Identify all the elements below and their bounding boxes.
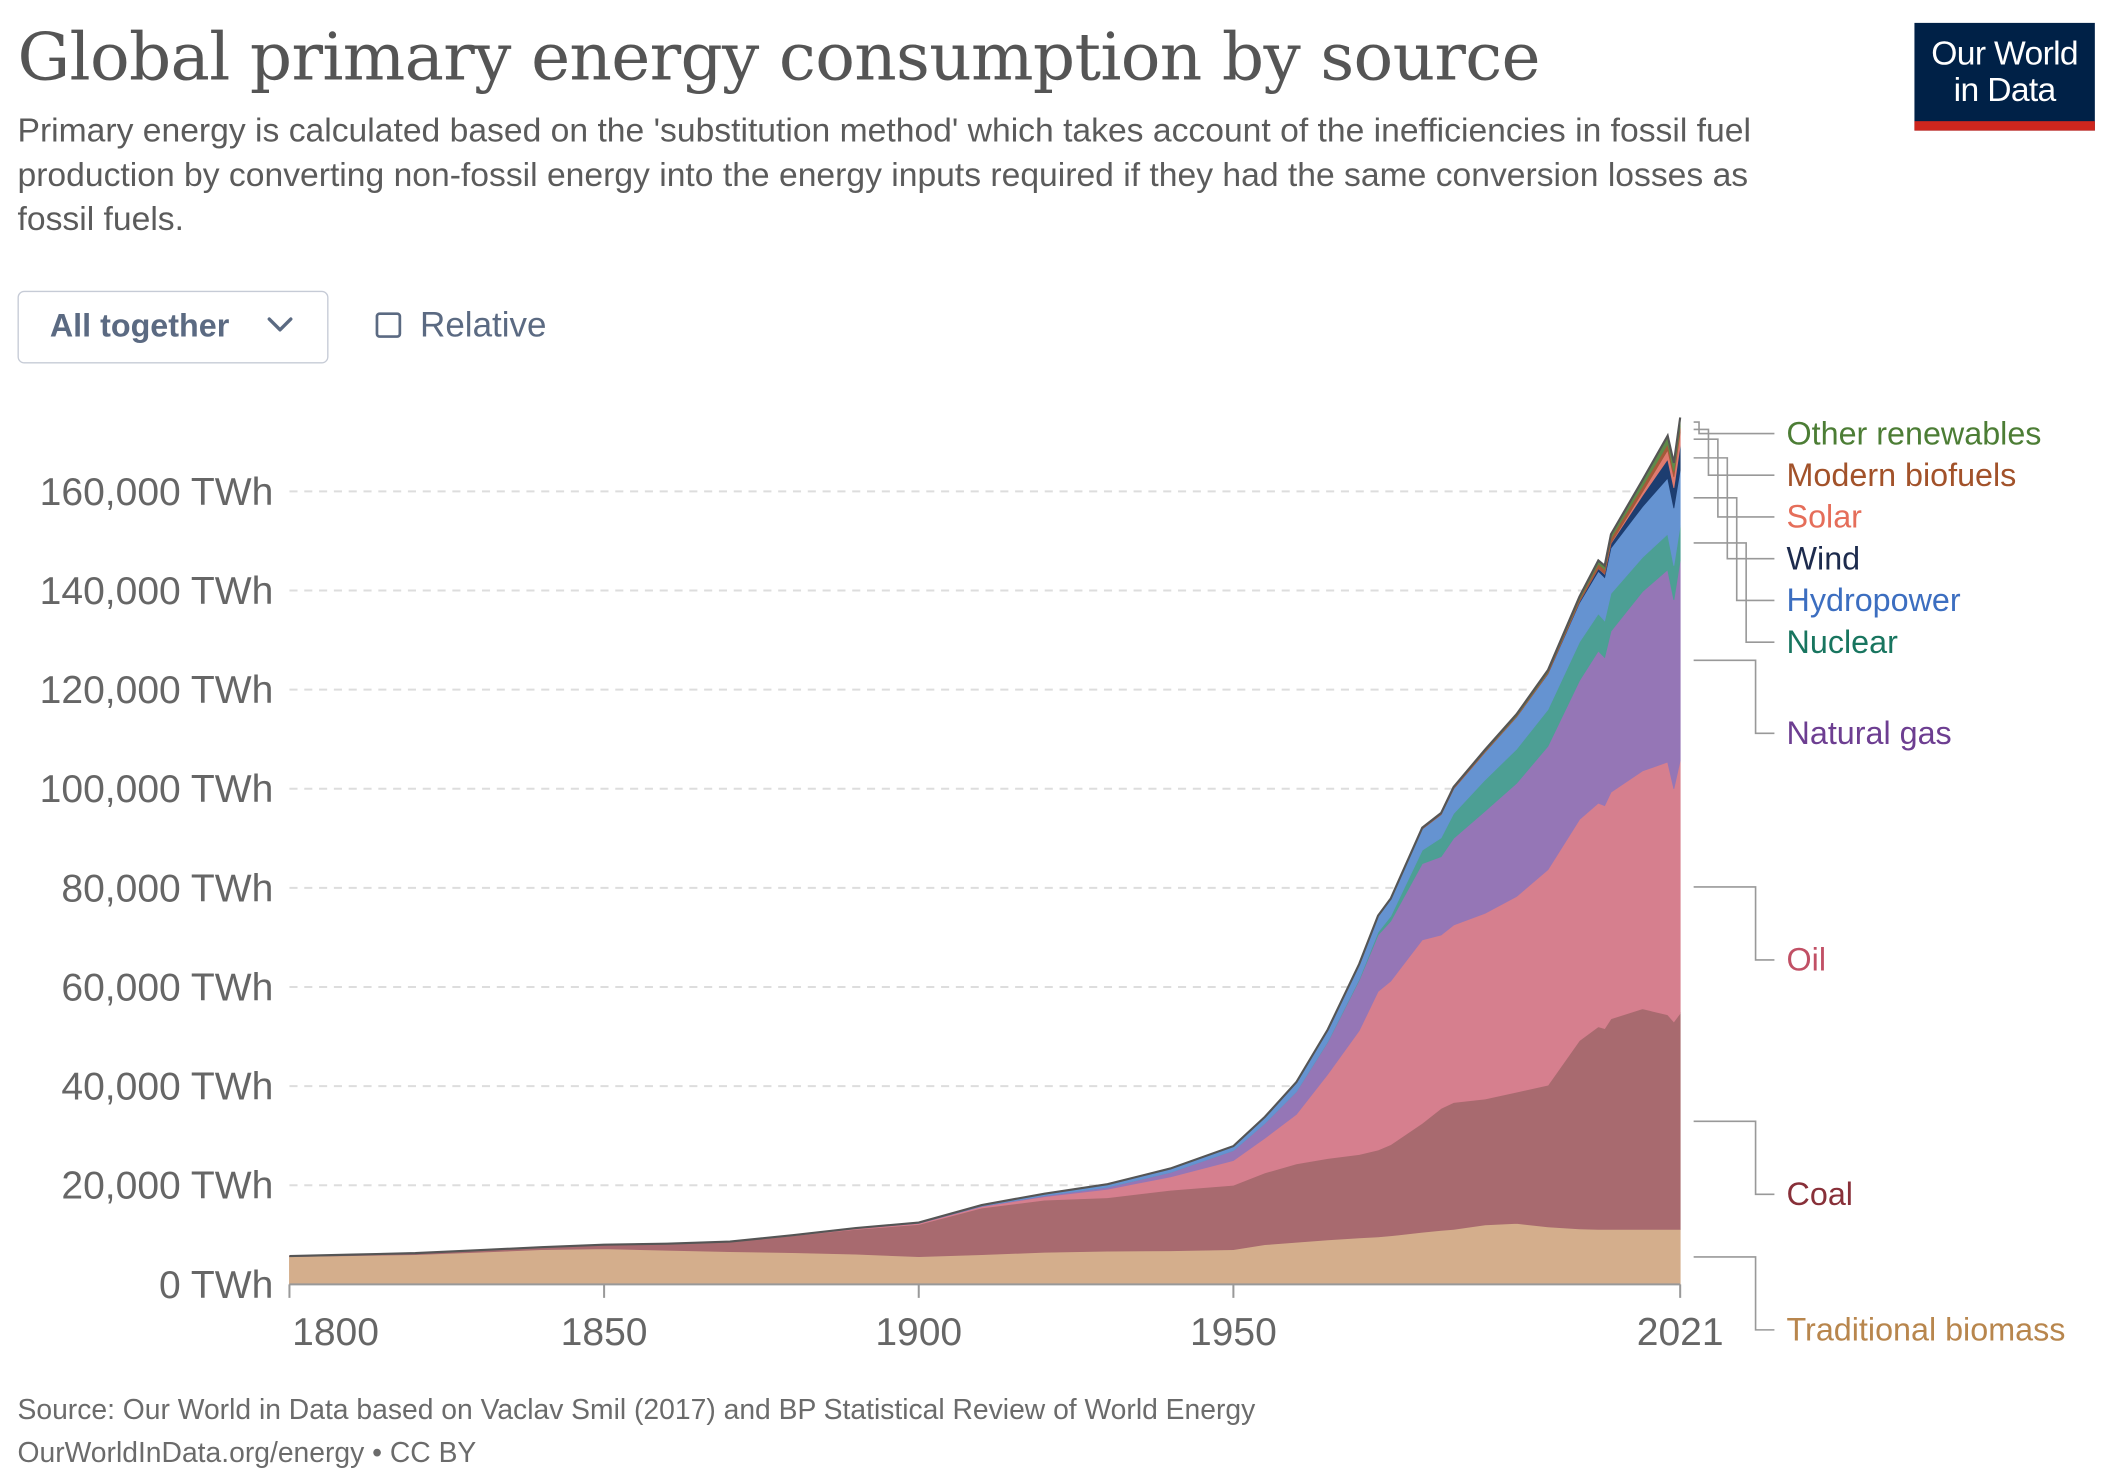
legend-label-other-renewables[interactable]: Other renewables [1787,415,2042,451]
x-tick-label: 1850 [561,1311,648,1354]
x-tick-label: 1800 [292,1311,379,1354]
y-tick-label: 80,000 TWh [61,867,273,910]
y-tick-label: 20,000 TWh [61,1165,273,1208]
legend-label-hydropower[interactable]: Hydropower [1787,582,1961,618]
x-tick-label: 1950 [1190,1311,1277,1354]
legend-connector [1693,886,1775,961]
page-subtitle: Primary energy is calculated based on th… [17,111,1751,239]
legend-connector [1693,542,1775,643]
legend-label-oil[interactable]: Oil [1787,942,1826,978]
y-tick-label: 120,000 TWh [40,669,274,712]
chevron-down-icon [267,317,293,332]
legend-connector [1693,1120,1775,1196]
logo-line-2: in Data [1953,71,2057,110]
legend-connector [1693,438,1775,518]
y-tick-label: 0 TWh [159,1264,273,1307]
legend-label-traditional-biomass[interactable]: Traditional biomass [1787,1312,2066,1348]
legend-connector [1693,428,1775,477]
x-tick-label: 2021 [1637,1311,1724,1354]
source-note: Source: Our World in Data based on Vacla… [17,1394,1256,1426]
legend-connector [1693,457,1775,560]
legend-label-solar[interactable]: Solar [1787,499,1863,535]
legend-connector [1693,659,1775,735]
page-title: Global primary energy consumption by sou… [17,18,1541,96]
legend-connector [1693,1256,1775,1331]
y-tick-label: 40,000 TWh [61,1066,273,1109]
legend-label-nuclear[interactable]: Nuclear [1787,624,1899,660]
x-axis: 1800 1850 1900 1950 2021 [288,1283,1724,1354]
legend-connector [1693,497,1775,602]
stacking-mode-dropdown[interactable]: All together [17,290,329,364]
total-outline [289,417,1682,1258]
y-tick-label: 140,000 TWh [40,570,274,613]
legend-label-natural-gas[interactable]: Natural gas [1787,715,1952,751]
legend: Other renewables Modern biofuels Solar Wind… [1693,415,2066,1348]
legend-label-modern-biofuels[interactable]: Modern biofuels [1787,457,2017,493]
x-tick-label: 1900 [875,1311,962,1354]
dropdown-label: All together [49,308,230,345]
y-tick-label: 100,000 TWh [40,768,274,811]
stacked-area-chart: 0 TWh 20,000 TWh 40,000 TWh 60,000 TWh 80,00… [40,415,2066,1354]
y-tick-label: 60,000 TWh [61,966,273,1009]
logo-line-1: Our World [1931,35,2078,73]
legend-label-coal[interactable]: Coal [1787,1176,1853,1212]
y-axis: 0 TWh 20,000 TWh 40,000 TWh 60,000 TWh 80,00… [40,471,274,1307]
relative-label: Relative [420,304,547,345]
y-tick-label: 160,000 TWh [40,471,274,514]
legend-label-wind[interactable]: Wind [1787,540,1861,576]
series-areas [289,417,1682,1285]
relative-checkbox[interactable] [375,312,402,338]
legend-connector [1693,421,1775,435]
license-link[interactable]: OurWorldInData.org/energy • CC BY [17,1437,477,1469]
relative-toggle[interactable]: Relative [375,304,547,346]
owid-logo[interactable]: Our World in Data [1914,22,2095,131]
